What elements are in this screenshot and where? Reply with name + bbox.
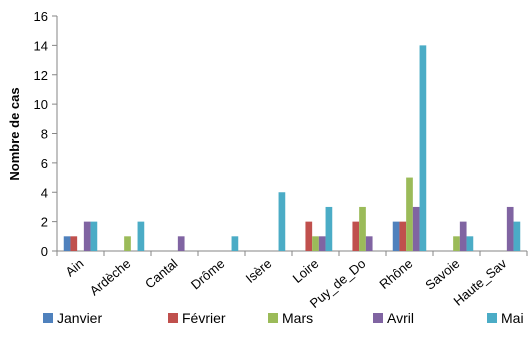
x-category-label: Isère [243, 256, 275, 286]
x-category-label: Drôme [188, 256, 228, 293]
bar [124, 236, 131, 251]
bar [412, 206, 420, 251]
bar [312, 236, 319, 251]
legend-label: Mai [501, 310, 524, 326]
bar [459, 221, 467, 251]
y-tick-label: 4 [41, 185, 48, 200]
bar [90, 221, 98, 251]
bar [278, 192, 286, 251]
y-tick-label: 14 [34, 38, 48, 53]
y-tick-label: 2 [41, 215, 48, 230]
legend: Janvier Février Mars Avril Mai [43, 310, 524, 326]
bar [513, 221, 521, 251]
bar [406, 177, 413, 251]
y-tick-label: 6 [41, 156, 48, 171]
bar [419, 45, 427, 251]
bar [231, 236, 239, 251]
bar [177, 236, 185, 251]
x-category-label: Cantal [142, 256, 181, 292]
bar [83, 221, 91, 251]
x-category-label: Ain [62, 256, 86, 280]
bar [137, 221, 145, 251]
legend-swatch [268, 313, 278, 323]
x-category-label: Loire [290, 256, 322, 286]
bar [325, 206, 333, 251]
legend-label: Mars [282, 310, 313, 326]
x-category-label: Haute_Sav [451, 255, 510, 308]
legend-label: Février [182, 310, 226, 326]
bar [365, 236, 373, 251]
x-category-label: Rhône [376, 256, 415, 292]
y-tick-label: 0 [41, 244, 48, 259]
y-tick-label: 12 [34, 68, 48, 83]
x-category-label: Savoie [422, 256, 462, 293]
y-tick-label: 8 [41, 127, 48, 142]
y-tick-label: 16 [34, 9, 48, 24]
legend-label: Avril [387, 310, 414, 326]
bar [359, 206, 366, 251]
bar [453, 236, 460, 251]
y-axis-label-group: Nombre de cas [7, 87, 22, 180]
legend-swatch [43, 313, 53, 323]
bar [466, 236, 474, 251]
bar [318, 236, 326, 251]
x-category-label: Ardèche [87, 256, 134, 299]
bar [399, 221, 407, 251]
plot-area: 0 2 4 6 8 10 12 14 16 Ain Ardèche Cantal Drôme Isère L… [34, 9, 528, 311]
legend-swatch [168, 313, 178, 323]
legend-label: Janvier [57, 310, 102, 326]
bar [305, 221, 313, 251]
y-tick-label: 10 [34, 97, 48, 112]
bar [352, 221, 360, 251]
y-axis-label: Nombre de cas [7, 87, 22, 180]
bar [506, 206, 514, 251]
bar [63, 236, 71, 251]
bar [70, 236, 78, 251]
legend-swatch [487, 313, 497, 323]
legend-swatch [373, 313, 383, 323]
bar [392, 221, 400, 251]
